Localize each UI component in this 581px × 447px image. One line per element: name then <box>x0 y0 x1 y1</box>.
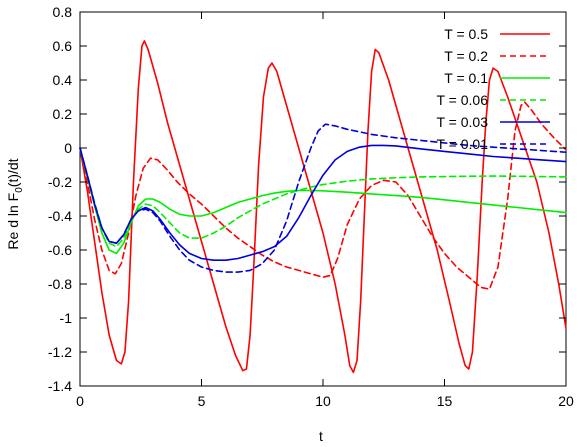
legend-entry-label: T = 0.03 <box>436 114 488 130</box>
y-tick-label: 0.6 <box>53 38 73 54</box>
legend-entry-label: T = 0.06 <box>436 92 488 108</box>
series-line <box>79 123 567 273</box>
legend-entry-label: T = 0.5 <box>444 26 488 42</box>
x-tick-label: 20 <box>558 393 574 409</box>
y-tick-label: 0.2 <box>53 106 73 122</box>
y-tick-label: -1.2 <box>48 344 72 360</box>
series-layer <box>79 40 567 374</box>
legend-entry-label: T = 0.01 <box>436 136 488 152</box>
y-axis-label-subscript: 0 <box>14 187 25 193</box>
x-tick-label: 5 <box>198 393 206 409</box>
x-tick-label: 15 <box>437 393 453 409</box>
y-axis-label-tail: (t)/dt <box>5 158 21 187</box>
x-tick-label: 10 <box>315 393 331 409</box>
series-line <box>79 144 567 261</box>
y-tick-label: -0.4 <box>48 208 72 224</box>
y-tick-label: 0 <box>64 140 72 156</box>
series-line <box>79 40 567 374</box>
legend-entry-label: T = 0.1 <box>444 70 488 86</box>
x-tick-label: 0 <box>76 393 84 409</box>
y-axis-label-main: Re d ln F <box>5 193 21 250</box>
series-line <box>79 147 567 255</box>
ticks-layer: 0 5 10 15 20 0.8 0.6 0.4 0.2 0 -0.2 -0.4 -0.6 -0.8 -1 -… <box>48 4 574 409</box>
y-tick-label: 0.4 <box>53 72 73 88</box>
y-tick-label: -0.2 <box>48 174 72 190</box>
series-line <box>79 101 567 290</box>
y-tick-label: -1.4 <box>48 378 72 394</box>
y-tick-label: -0.8 <box>48 276 72 292</box>
legend: T = 0.5 T = 0.2 T = 0.1 T = 0.06 T = 0.03 T =… <box>436 26 550 152</box>
series-line <box>79 147 567 248</box>
y-axis-label: Re d ln F0(t)/dt <box>5 158 25 249</box>
y-tick-label: 0.8 <box>53 4 73 20</box>
y-tick-label: -0.6 <box>48 242 72 258</box>
x-axis-label: t <box>319 428 323 444</box>
y-tick-label: -1 <box>60 310 73 326</box>
legend-entry-label: T = 0.2 <box>444 48 488 64</box>
